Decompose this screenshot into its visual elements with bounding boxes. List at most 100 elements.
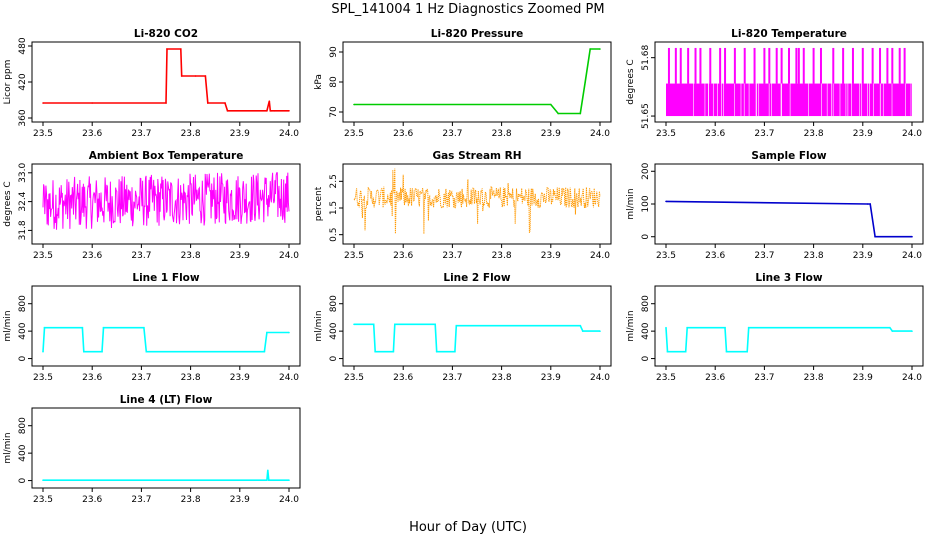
y-tick-label: 200	[641, 162, 651, 179]
y-axis-label: degrees C	[626, 59, 636, 104]
series-gas-stream-rh	[353, 168, 601, 234]
x-tick-label: 23.7	[754, 373, 774, 383]
y-tick-label: 51.68	[641, 45, 651, 71]
y-tick-label: 400	[18, 322, 28, 339]
y-tick-label: 800	[329, 295, 339, 312]
panel-sample-flow: Sample Flow ml/min 23.5 23.6 23.7 23.8 23.9 24.…	[626, 150, 924, 261]
data-point	[599, 48, 601, 50]
x-tick-label: 24.0	[590, 373, 610, 383]
x-tick-label: 23.7	[131, 251, 151, 261]
data-point	[584, 81, 587, 83]
x-tick-label: 23.8	[804, 129, 824, 139]
data-point	[83, 350, 85, 353]
x-tick-label: 23.6	[82, 129, 102, 139]
data-point	[392, 350, 395, 353]
data-point	[353, 323, 355, 326]
x-tick-label: 23.5	[656, 373, 676, 383]
x-tick-label: 23.6	[393, 251, 413, 261]
panel-li-820-pressure: Li-820 Pressure kPa 23.5 23.6 23.7 23.8 23.9 24…	[314, 28, 612, 139]
y-tick-label: 800	[18, 295, 28, 312]
x-tick-label: 23.7	[442, 129, 462, 139]
series-line	[43, 470, 289, 482]
data-point	[43, 326, 46, 329]
x-tick-label: 23.9	[230, 373, 250, 383]
data-point	[263, 350, 266, 353]
x-tick-label: 23.9	[230, 129, 250, 139]
panel-title: Sample Flow	[751, 150, 826, 162]
panel-title: Li-820 Pressure	[431, 28, 524, 40]
y-tick-label: 0	[18, 477, 28, 483]
y-axis-label: ml/min	[626, 310, 636, 341]
data-point	[269, 110, 272, 112]
data-point	[911, 330, 913, 332]
panel-li-820-co2: Li-820 CO2 Licor ppm 23.5 23.6 23.7 23.8 23.9 2…	[3, 28, 301, 139]
x-tick-label: 24.0	[902, 251, 922, 261]
series-line-1-flow	[42, 326, 290, 353]
y-tick-label: 800	[641, 295, 651, 312]
panel-line-3-flow: Line 3 Flow ml/min 23.5 23.6 23.7 23.8 23.9 24.…	[626, 272, 924, 383]
data-point	[266, 331, 268, 334]
panel-title: Line 3 Flow	[755, 272, 822, 284]
y-tick-label: 70	[329, 106, 339, 118]
data-point	[455, 324, 458, 327]
x-tick-label: 24.0	[902, 373, 922, 383]
series-line-4-lt-flow	[42, 469, 290, 482]
x-tick-label: 23.7	[442, 251, 462, 261]
y-tick-label: 400	[329, 322, 339, 339]
panel-title: Line 1 Flow	[132, 272, 199, 284]
data-point	[269, 479, 271, 482]
data-point	[599, 330, 601, 332]
x-tick-label: 23.6	[393, 129, 413, 139]
x-tick-label: 23.5	[33, 129, 53, 139]
data-point	[579, 324, 582, 327]
series-line	[354, 323, 600, 353]
data-point	[288, 110, 290, 112]
panel-line-2-flow: Line 2 Flow ml/min 23.5 23.6 23.7 23.8 23.9 24.…	[314, 272, 612, 383]
y-tick-label: 800	[18, 417, 28, 434]
y-tick-label: 31.8	[18, 220, 28, 240]
signal-band	[666, 83, 912, 117]
data-point	[581, 330, 584, 332]
data-point	[179, 48, 182, 50]
data-point	[145, 350, 148, 353]
data-point	[550, 103, 552, 106]
panel-grid: Li-820 CO2 Licor ppm 23.5 23.6 23.7 23.8 23.9 2…	[3, 28, 924, 505]
x-tick-label: 23.5	[33, 251, 53, 261]
data-point	[372, 323, 375, 326]
y-tick-label: 400	[18, 444, 28, 461]
x-tick-label: 23.5	[344, 251, 364, 261]
y-axis-label: degrees C	[3, 181, 13, 226]
y-tick-label: 2.5	[329, 174, 339, 188]
x-tick-label: 24.0	[902, 129, 922, 139]
y-tick-label: 51.65	[641, 103, 651, 129]
data-point	[270, 110, 273, 112]
x-tick-label: 23.5	[344, 373, 364, 383]
x-tick-label: 23.9	[853, 129, 873, 139]
x-tick-label: 23.6	[705, 251, 725, 261]
data-point	[267, 469, 269, 472]
series-line-3-flow	[665, 326, 913, 353]
x-tick-label: 23.7	[442, 373, 462, 383]
data-point	[869, 203, 871, 205]
panel-title: Li-820 Temperature	[731, 28, 847, 40]
series-li-820-co2	[42, 48, 290, 112]
x-tick-label: 23.8	[181, 373, 201, 383]
data-point	[686, 326, 688, 329]
x-tick-label: 23.9	[230, 251, 250, 261]
data-point	[194, 75, 197, 77]
x-tick-label: 24.0	[590, 129, 610, 139]
data-point	[866, 203, 869, 205]
x-tick-label: 23.8	[492, 373, 512, 383]
data-point	[42, 102, 44, 104]
data-point	[746, 350, 748, 353]
x-tick-label: 23.5	[656, 251, 676, 261]
data-point	[288, 479, 290, 482]
series-li-820-pressure	[353, 48, 601, 115]
data-point	[684, 350, 687, 353]
panel-title: Line 2 Flow	[443, 272, 510, 284]
series-line-2-flow	[353, 323, 601, 353]
panel-title: Li-820 CO2	[134, 28, 198, 40]
x-tick-label: 24.0	[590, 251, 610, 261]
data-point	[665, 200, 667, 203]
x-tick-label: 23.6	[82, 373, 102, 383]
